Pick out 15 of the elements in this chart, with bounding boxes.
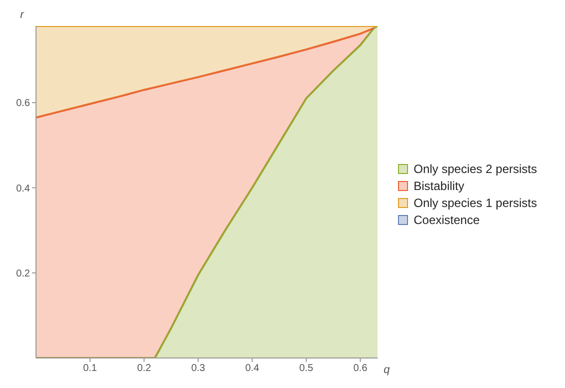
y-tick-label: 0.4 xyxy=(16,183,30,194)
y-tick-label: 0.6 xyxy=(16,98,30,110)
legend-label: Only species 1 persists xyxy=(414,196,537,210)
x-tick-label: 0.1 xyxy=(83,363,98,374)
legend-label: Bistability xyxy=(414,178,464,192)
x-axis-title: q xyxy=(384,364,391,376)
y-tick-label: 0.2 xyxy=(16,268,30,280)
x-tick-label: 0.5 xyxy=(299,363,314,374)
x-tick-label: 0.4 xyxy=(245,363,260,374)
legend-label: Coexistence xyxy=(414,212,480,226)
x-tick-label: 0.3 xyxy=(191,363,206,374)
x-tick-label: 0.2 xyxy=(137,363,152,374)
legend-label: Only species 2 persists xyxy=(414,162,537,176)
y-axis-title: r xyxy=(20,9,26,21)
x-tick-label: 0.6 xyxy=(353,363,368,374)
